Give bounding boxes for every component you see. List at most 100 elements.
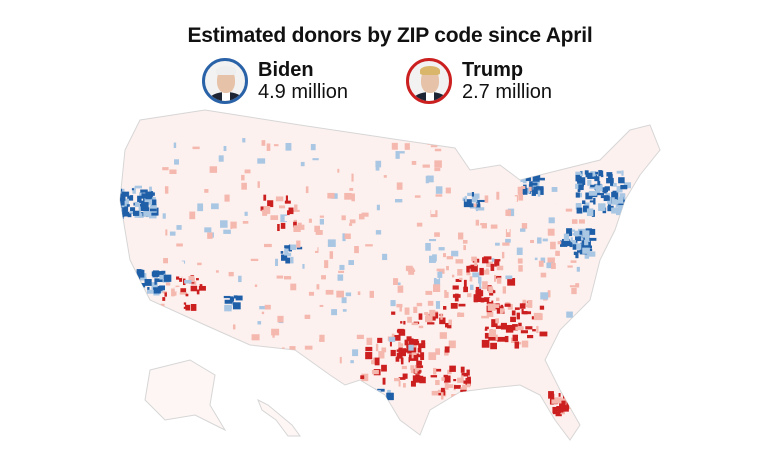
zip-area [557,241,562,245]
zip-area [408,338,414,347]
zip-area [463,245,466,251]
zip-area [623,205,630,209]
zip-area [589,200,596,203]
zip-area [544,302,551,307]
zip-area [576,244,580,248]
zip-area [432,284,441,293]
zip-area [582,200,586,205]
zip-area [411,160,417,165]
zip-area [566,401,570,410]
zip-area [489,337,498,341]
zip-area [373,400,380,407]
zip-area [310,144,316,151]
zip-area [159,273,166,280]
zip-area [573,230,580,237]
zip-area [204,227,212,233]
zip-area [173,142,177,149]
zip-area [424,312,429,316]
zip-area [315,230,323,235]
zip-area [413,306,418,314]
zip-area [561,400,566,409]
zip-area [411,339,419,346]
zip-area [375,165,380,171]
zip-area [444,346,450,353]
zip-area [134,201,140,207]
zip-area [396,282,401,286]
zip-area [134,185,142,189]
zip-area [293,209,300,212]
zip-area [595,171,599,175]
zip-area [279,205,286,209]
zip-area [155,278,163,283]
zip-area [224,299,233,304]
zip-area [383,175,387,178]
zip-area [375,160,382,168]
zip-area [151,191,154,197]
zip-area [588,228,596,235]
zip-area [523,311,532,315]
zip-area [190,304,197,311]
zip-area [457,377,464,383]
zip-area [163,274,172,282]
zip-area [452,294,461,298]
zip-area [244,169,251,174]
zip-area [439,196,446,200]
zip-area [435,202,438,209]
zip-area [538,260,544,267]
zip-area [280,214,288,223]
zip-area [418,325,424,329]
zip-area [360,322,367,327]
zip-area [566,228,573,237]
zip-area [184,279,192,284]
zip-area [179,275,182,279]
zip-area [139,192,144,198]
alaska [144,359,227,432]
zip-area [391,333,395,338]
zip-area [207,232,213,239]
zip-area [399,151,405,154]
zip-area [251,334,260,341]
zip-area [284,248,289,256]
zip-area [414,368,418,374]
zip-area [311,244,318,251]
zip-area [147,289,154,294]
zip-area [412,375,421,383]
zip-area [308,218,312,223]
zip-area [462,395,466,401]
zip-area [261,140,266,146]
zip-area [585,192,593,200]
zip-area [572,239,576,243]
zip-area [505,238,511,243]
zip-area [416,365,424,368]
zip-area [319,215,325,218]
zip-area [290,256,294,264]
zip-area [162,291,167,294]
zip-area [588,190,597,196]
zip-area [319,334,325,342]
zip-area [413,355,419,362]
zip-area [460,389,467,396]
zip-area [522,299,527,305]
zip-area [406,336,412,342]
zip-area [164,186,169,194]
zip-area [587,176,595,179]
zip-area [361,373,369,382]
trump-avatar [406,58,452,104]
zip-area [435,301,441,309]
zip-area [294,204,298,211]
zip-area [304,314,311,319]
zip-area [348,260,354,266]
zip-area [214,293,220,301]
zip-area [329,251,334,259]
zip-area [512,324,518,331]
zip-area [569,240,573,248]
zip-area [446,384,454,389]
zip-area [375,343,379,352]
zip-area [414,195,421,198]
zip-area [439,317,446,325]
zip-area [569,395,578,398]
zip-area [476,207,485,211]
zip-area [566,311,573,318]
zip-area [188,333,192,339]
zip-area [494,274,497,282]
